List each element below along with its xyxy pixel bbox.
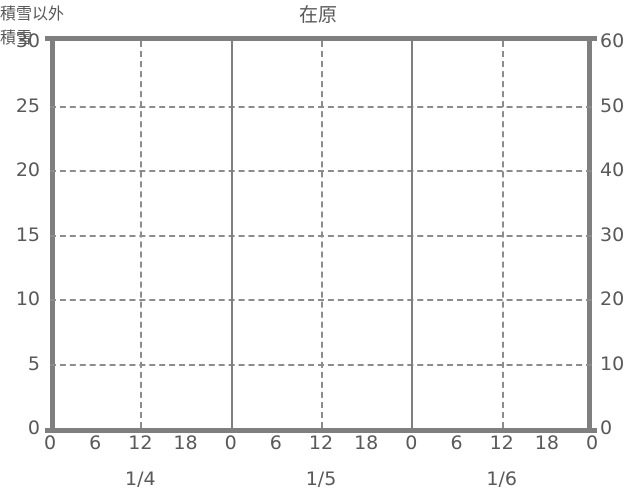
y-axis-right-tick-label: 20 — [600, 288, 625, 310]
y-axis-right-tick-label: 60 — [600, 30, 625, 52]
x-axis-tick-label: 18 — [534, 432, 559, 454]
gridline-vertical — [321, 41, 323, 428]
x-axis-tick-label: 6 — [450, 432, 463, 454]
x-axis-tick-label: 18 — [173, 432, 198, 454]
x-axis-tick-label: 12 — [128, 432, 153, 454]
y-axis-right-tick-label: 40 — [600, 159, 625, 181]
x-axis-date-label: 1/4 — [125, 468, 156, 490]
y-axis-left-tick-label: 0 — [27, 417, 40, 439]
y-axis-right-tick-label: 0 — [600, 417, 613, 439]
x-axis-date-label: 1/5 — [305, 468, 337, 490]
axis-spine-top — [45, 36, 597, 41]
x-axis-tick-label: 18 — [354, 432, 379, 454]
y-axis-left-tick-label: 20 — [15, 159, 40, 181]
x-axis-tick-label: 0 — [585, 432, 599, 454]
y-axis-right-tick-label: 50 — [600, 94, 625, 117]
y-axis-left-tick-label: 15 — [15, 223, 40, 246]
left-axis-title: 積雪以外 — [0, 4, 65, 23]
y-axis-left-tick-label: 10 — [15, 288, 40, 310]
x-axis-tick-label: 6 — [269, 432, 282, 454]
x-axis-date-label: 1/6 — [486, 468, 517, 490]
x-axis-tick-label: 12 — [308, 432, 334, 454]
y-axis-right-tick-label: 30 — [600, 223, 625, 246]
gridline-day-boundary — [230, 41, 233, 428]
y-axis-left-tick-label: 30 — [15, 30, 40, 52]
y-axis-left-tick-label: 5 — [27, 352, 40, 375]
axis-spine-bottom — [45, 428, 597, 433]
plot-area — [45, 36, 597, 433]
y-axis-left-tick-label: 25 — [15, 94, 40, 117]
y-axis-right-tick-label: 10 — [600, 352, 625, 375]
x-axis-tick-label: 0 — [405, 432, 418, 454]
x-axis-tick-label: 6 — [89, 432, 102, 454]
right-axis-title: 積雪 — [0, 28, 33, 47]
x-axis-tick-label: 12 — [489, 432, 514, 454]
gridline-vertical — [140, 41, 143, 428]
x-axis-tick-label: 0 — [43, 432, 57, 454]
x-axis-tick-label: 0 — [224, 432, 237, 454]
gridline-day-boundary — [411, 41, 414, 428]
chart-title: 在原 — [298, 4, 337, 26]
gridline-vertical — [501, 41, 504, 428]
